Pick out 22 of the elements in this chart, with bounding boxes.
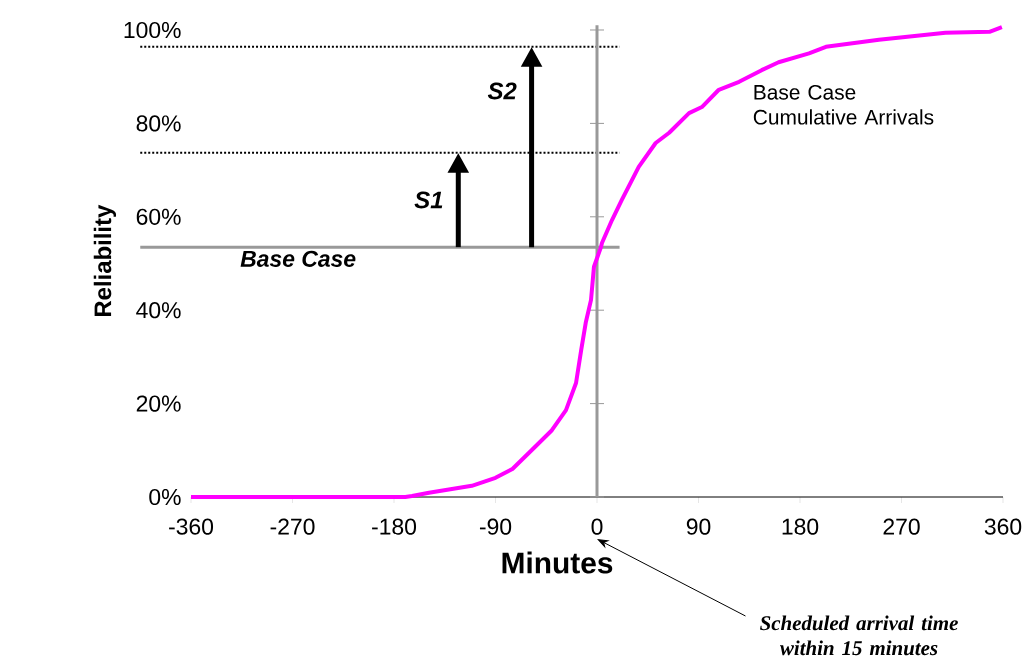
x-tick-label: 90	[686, 518, 711, 535]
text: Scheduled arrival time within 15 minutes	[760, 615, 958, 656]
x-tick-label: -270	[270, 518, 315, 535]
annotation: S1	[414, 191, 443, 209]
series-label: Base Case Cumulative Arrivals	[753, 84, 934, 125]
y-tick-label: 0%	[149, 488, 181, 506]
x-tick-label: 0	[591, 518, 603, 535]
annotation: S2	[487, 82, 517, 100]
x-tick-label: 360	[984, 518, 1022, 535]
x-tick-label: -180	[372, 518, 417, 535]
x-tick-label: 270	[883, 518, 920, 535]
x-axis-title: Minutes	[502, 551, 613, 574]
y-tick-label: 20%	[136, 395, 181, 412]
y-tick-label: 80%	[136, 115, 181, 132]
x-tick-label: -90	[479, 518, 512, 535]
x-tick-label: 180	[782, 518, 819, 535]
y-tick-label: 60%	[136, 208, 181, 225]
y-tick-label: 40%	[136, 302, 181, 319]
y-tick-label: 100%	[124, 21, 181, 39]
x-tick-label: -360	[169, 518, 214, 535]
ref-line-label: Base Case	[240, 250, 356, 267]
y-axis-title: Reliability	[93, 204, 117, 317]
